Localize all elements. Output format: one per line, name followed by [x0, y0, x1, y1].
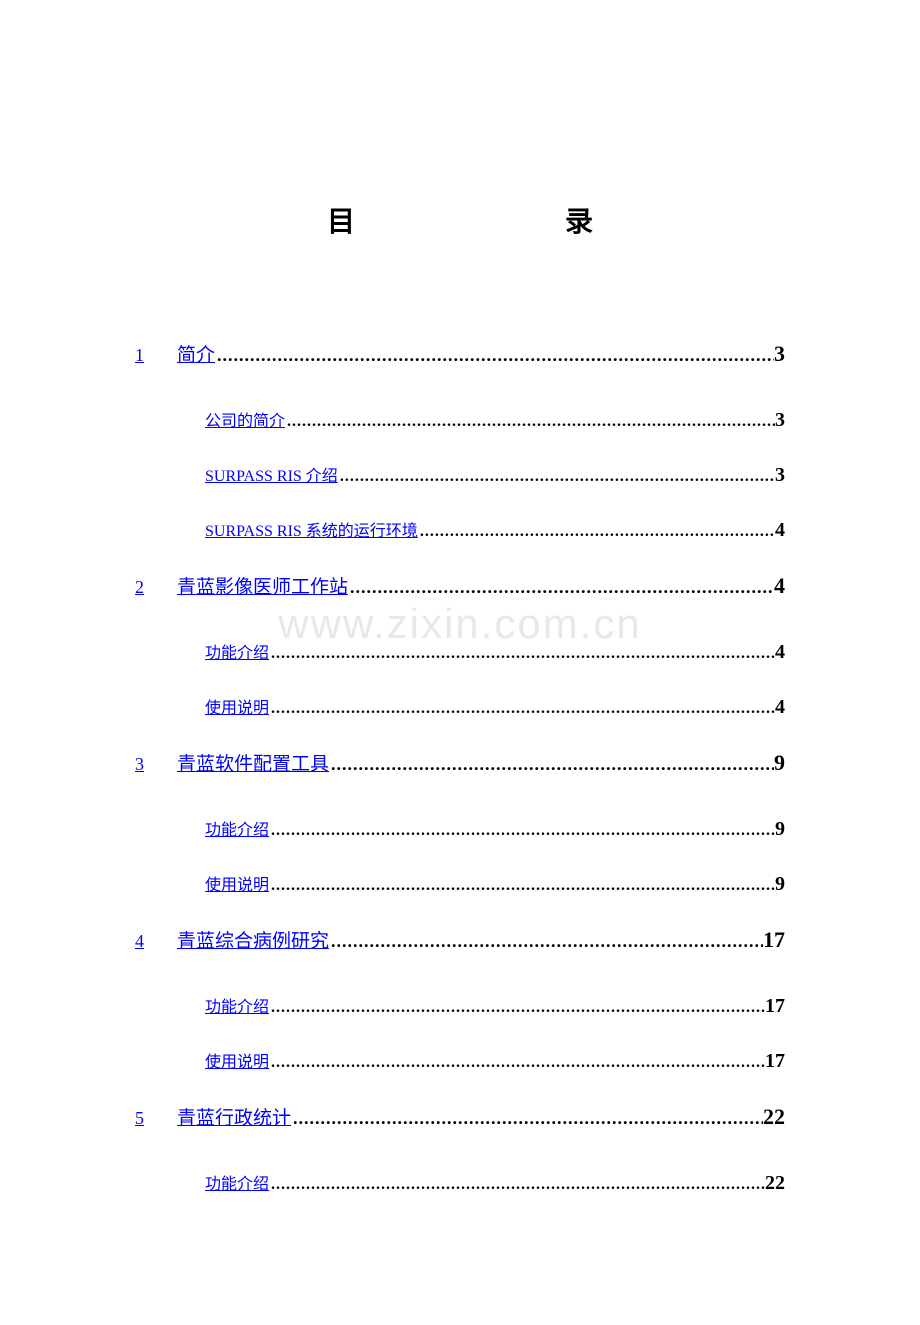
toc-number[interactable]: 3	[135, 754, 149, 775]
toc-page-number: 22	[763, 1104, 785, 1130]
toc-page-number: 17	[765, 1050, 785, 1073]
toc-leader-dots: ........................................…	[269, 822, 775, 840]
toc-leader-dots: ........................................…	[215, 345, 774, 366]
toc-label[interactable]: 公司的简介	[205, 407, 285, 431]
toc-leader-dots: ........................................…	[269, 999, 765, 1017]
toc-entry-level1: 1 简介.....................................…	[135, 340, 785, 367]
page-container: 目 录 1 简介.................................…	[0, 0, 920, 1325]
toc-leader-dots: ........................................…	[285, 413, 775, 431]
toc-entry-level1: 4 青蓝综合病例研究...............................…	[135, 926, 785, 953]
toc-leader-dots: ........................................…	[329, 931, 763, 952]
toc-label[interactable]: 功能介绍	[205, 993, 269, 1017]
toc-leader-dots: ........................................…	[269, 645, 775, 663]
toc-leader-dots: ........................................…	[348, 577, 774, 598]
toc-leader-dots: ........................................…	[291, 1108, 763, 1129]
title-char-1: 目	[327, 200, 355, 240]
toc-label[interactable]: 简介	[177, 340, 215, 367]
toc-number[interactable]: 5	[135, 1108, 149, 1129]
toc-leader-dots: ........................................…	[269, 1054, 765, 1072]
toc-leader-dots: ........................................…	[329, 754, 774, 775]
toc-label[interactable]: 功能介绍	[205, 639, 269, 663]
toc-leader-dots: ........................................…	[418, 523, 775, 541]
toc-label[interactable]: 青蓝影像医师工作站	[177, 572, 348, 599]
toc-label[interactable]: 青蓝综合病例研究	[177, 926, 329, 953]
toc-page-number: 17	[765, 995, 785, 1018]
toc-page-number: 22	[765, 1172, 785, 1195]
toc-page-number: 9	[775, 818, 785, 841]
toc-page-number: 3	[774, 341, 785, 367]
toc-label[interactable]: 功能介绍	[205, 816, 269, 840]
toc-label[interactable]: SURPASS RIS 介绍	[205, 462, 338, 486]
toc-entry-level2: 公司的简介...................................…	[135, 407, 785, 432]
toc-entry-level2: 功能介绍....................................…	[135, 1170, 785, 1195]
toc-label[interactable]: SURPASS RIS 系统的运行环境	[205, 517, 418, 541]
toc-leader-dots: ........................................…	[269, 1176, 765, 1194]
toc-number[interactable]: 1	[135, 345, 149, 366]
toc-entry-level2: 功能介绍....................................…	[135, 816, 785, 841]
toc-entry-level2: 功能介绍....................................…	[135, 639, 785, 664]
toc-label[interactable]: 功能介绍	[205, 1170, 269, 1194]
toc-entry-level2: SURPASS RIS 系统的运行环境.....................…	[135, 517, 785, 542]
toc-label[interactable]: 使用说明	[205, 694, 269, 718]
toc-entry-level2: 使用说明....................................…	[135, 1048, 785, 1073]
toc-entry-level1: 2 青蓝影像医师工作站..............................…	[135, 572, 785, 599]
toc-label[interactable]: 青蓝行政统计	[177, 1103, 291, 1130]
toc-number[interactable]: 2	[135, 577, 149, 598]
toc-number[interactable]: 4	[135, 931, 149, 952]
toc-page-number: 17	[763, 927, 785, 953]
toc-leader-dots: ........................................…	[269, 700, 775, 718]
toc-page-number: 3	[775, 464, 785, 487]
toc-page-number: 4	[775, 696, 785, 719]
toc-page-number: 9	[774, 750, 785, 776]
toc-label[interactable]: 使用说明	[205, 1048, 269, 1072]
toc-leader-dots: ........................................…	[338, 468, 775, 486]
toc-page-number: 4	[775, 641, 785, 664]
toc-list: 1 简介.....................................…	[135, 340, 785, 1195]
title-char-2: 录	[565, 200, 593, 240]
toc-entry-level2: SURPASS RIS 介绍..........................…	[135, 462, 785, 487]
toc-page-number: 3	[775, 409, 785, 432]
toc-page-number: 4	[774, 573, 785, 599]
toc-entry-level2: 使用说明....................................…	[135, 694, 785, 719]
toc-entry-level1: 5 青蓝行政统计.................................…	[135, 1103, 785, 1130]
toc-leader-dots: ........................................…	[269, 877, 775, 895]
toc-entry-level1: 3 青蓝软件配置工具...............................…	[135, 749, 785, 776]
toc-entry-level2: 功能介绍....................................…	[135, 993, 785, 1018]
toc-entry-level2: 使用说明....................................…	[135, 871, 785, 896]
toc-page-number: 4	[775, 519, 785, 542]
toc-title: 目 录	[135, 200, 785, 240]
toc-label[interactable]: 使用说明	[205, 871, 269, 895]
toc-label[interactable]: 青蓝软件配置工具	[177, 749, 329, 776]
toc-page-number: 9	[775, 873, 785, 896]
